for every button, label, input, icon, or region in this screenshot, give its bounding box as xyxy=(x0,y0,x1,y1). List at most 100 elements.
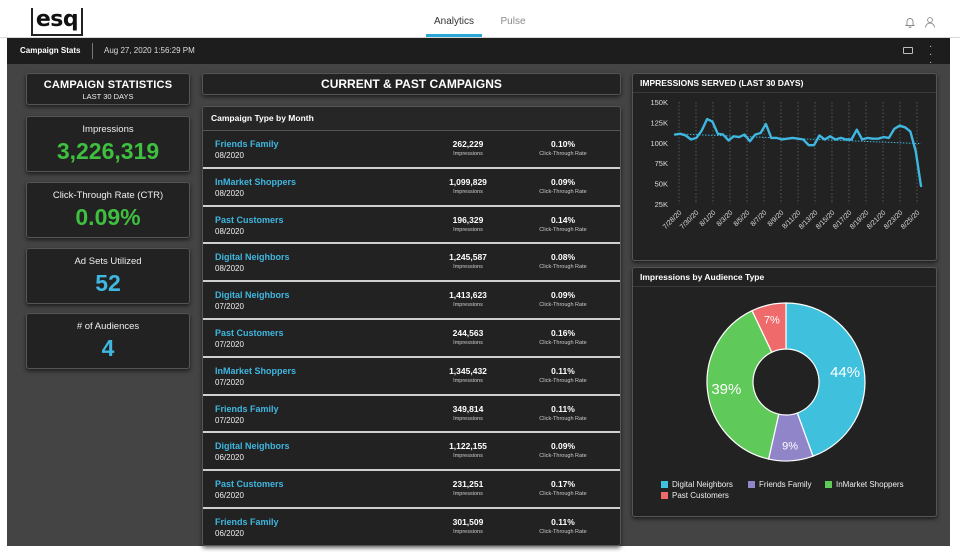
ctr-value: 0.09% xyxy=(550,290,576,301)
ctr-value: 0.17% xyxy=(550,479,576,490)
campaign-month: 08/2020 xyxy=(215,151,244,160)
campaign-month: 07/2020 xyxy=(215,415,244,425)
kpi-audiences: # of Audiences 4 xyxy=(26,313,190,369)
campaign-table[interactable]: Campaign Type by Month Friends Family 08/… xyxy=(202,106,621,546)
legend-item-past-customers[interactable]: Past Customers xyxy=(661,491,729,500)
table-row[interactable]: Friends Family 06/2020 301,509 Impressions 0… xyxy=(203,509,620,545)
y-tick-label: 100K xyxy=(650,139,668,148)
campaign-month: 06/2020 xyxy=(215,491,244,501)
ctr-label: Click-Through Rate xyxy=(539,264,587,271)
chart-title-bar xyxy=(633,268,936,287)
ctr-label: Click-Through Rate xyxy=(539,151,587,157)
slice-label: 7% xyxy=(764,314,780,326)
campaign-month: 08/2020 xyxy=(215,264,244,274)
table-row[interactable]: Digital Neighbors 06/2020 1,122,155 Impress… xyxy=(203,433,620,472)
legend-item-inmarket-shoppers[interactable]: InMarket Shoppers xyxy=(825,480,904,489)
campaign-month: 08/2020 xyxy=(215,226,244,236)
campaign-name[interactable]: Digital Neighbors xyxy=(215,441,290,452)
legend-item-friends-family[interactable]: Friends Family xyxy=(748,480,811,489)
y-tick-label: 150K xyxy=(650,98,668,107)
legend-item-digital-neighbors[interactable]: Digital Neighbors xyxy=(661,480,733,489)
chart-title-bar xyxy=(633,74,936,93)
donut-slice xyxy=(785,302,866,458)
pie-chart-title: Impressions by Audience Type xyxy=(640,272,765,282)
table-row[interactable]: Digital Neighbors 08/2020 1,245,587 Impress… xyxy=(203,244,620,283)
ctr-label: Click-Through Rate xyxy=(539,491,587,498)
ctr-label: Click-Through Rate xyxy=(539,377,587,384)
y-tick-label: 50K xyxy=(655,180,668,189)
impressions-label: Impressions xyxy=(453,491,483,498)
kpi-label: Impressions xyxy=(82,124,134,135)
ctr-label: Click-Through Rate xyxy=(539,302,587,309)
donut-slice xyxy=(751,302,787,354)
campaign-month: 07/2020 xyxy=(215,339,244,349)
slice-label: 39% xyxy=(711,381,741,398)
legend-swatch xyxy=(748,481,755,488)
campaign-name[interactable]: Digital Neighbors xyxy=(215,252,290,263)
legend-label: Friends Family xyxy=(759,480,812,489)
campaign-name[interactable]: Friends Family xyxy=(215,403,279,414)
campaign-name[interactable]: Digital Neighbors xyxy=(215,290,290,301)
campaign-name[interactable]: Past Customers xyxy=(215,214,284,225)
legend-label: InMarket Shoppers xyxy=(836,480,904,489)
impressions-value: 1,345,432 xyxy=(449,365,487,376)
table-row[interactable]: InMarket Shoppers 08/2020 1,099,829 Impress… xyxy=(203,169,620,207)
stats-subtitle: LAST 30 DAYS xyxy=(82,92,134,101)
table-row[interactable]: Friends Family 07/2020 349,814 Impressions 0… xyxy=(203,396,620,434)
impressions-label: Impressions xyxy=(453,453,483,460)
campaign-name[interactable]: Past Customers xyxy=(215,327,284,338)
bell-icon[interactable] xyxy=(904,16,916,28)
impressions-label: Impressions xyxy=(453,302,483,309)
impressions-value: 301,509 xyxy=(452,516,484,527)
impressions-label: Impressions xyxy=(453,528,483,535)
x-tick-label: 8/5/20 xyxy=(733,209,752,228)
table-row[interactable]: Friends Family 08/2020 262,229 Impressions 0… xyxy=(203,131,620,169)
keyboard-icon[interactable] xyxy=(903,47,913,54)
donut-slice xyxy=(706,309,780,460)
ctr-value: 0.10% xyxy=(550,139,576,149)
campaign-name[interactable]: InMarket Shoppers xyxy=(215,176,297,187)
impressions-label: Impressions xyxy=(453,151,483,157)
campaign-name[interactable]: Friends Family xyxy=(215,139,279,149)
kpi-value: 3,226,319 xyxy=(56,138,160,164)
campaign-name[interactable]: Past Customers xyxy=(215,479,284,490)
campaign-month: 07/2020 xyxy=(215,377,244,387)
x-tick-label: 7/30/20 xyxy=(679,209,701,231)
impressions-value: 1,122,155 xyxy=(449,441,487,452)
x-tick-label: 8/1/20 xyxy=(699,209,718,228)
impressions-label: Impressions xyxy=(453,339,483,346)
user-icon[interactable] xyxy=(924,16,936,28)
tab-pulse[interactable]: Pulse xyxy=(500,16,526,27)
impressions-value: 231,251 xyxy=(452,479,484,490)
table-row[interactable]: Digital Neighbors 07/2020 1,413,623 Impress… xyxy=(203,282,620,320)
impressions-value: 349,814 xyxy=(452,403,484,414)
line-chart-title: IMPRESSIONS SERVED (LAST 30 DAYS) xyxy=(640,78,804,88)
table-row[interactable]: InMarket Shoppers 07/2020 1,345,432 Impress… xyxy=(203,358,620,396)
ctr-label: Click-Through Rate xyxy=(539,226,587,233)
impressions-line-chart: IMPRESSIONS SERVED (LAST 30 DAYS) 150K 12… xyxy=(632,73,937,261)
impressions-series-line xyxy=(673,117,923,188)
kpi-ctr: Click-Through Rate (CTR) 0.09% xyxy=(26,182,190,238)
impressions-value: 262,229 xyxy=(452,139,484,149)
impressions-label: Impressions xyxy=(453,377,483,384)
table-row[interactable]: Past Customers 07/2020 244,563 Impressions 0… xyxy=(203,320,620,358)
kpi-value: 0.09% xyxy=(75,204,141,230)
esq-logo[interactable]: esq xyxy=(31,8,83,36)
campaign-name[interactable]: InMarket Shoppers xyxy=(215,365,297,376)
campaign-table-title: Campaign Type by Month xyxy=(203,107,620,131)
more-vertical-icon[interactable]: · · · xyxy=(929,41,933,68)
legend-swatch xyxy=(825,481,832,488)
divider xyxy=(92,43,93,59)
legend-label: Past Customers xyxy=(672,491,729,500)
page-title: Campaign Stats xyxy=(20,46,81,55)
y-tick-label: 75K xyxy=(655,159,668,168)
impressions-label: Impressions xyxy=(453,188,483,195)
kpi-value: 52 xyxy=(95,270,121,296)
campaign-month: 06/2020 xyxy=(215,528,244,538)
kpi-label: # of Audiences xyxy=(76,321,140,332)
table-row[interactable]: Past Customers 06/2020 231,251 Impressions 0… xyxy=(203,471,620,509)
campaign-name[interactable]: Friends Family xyxy=(215,516,279,527)
tab-analytics[interactable]: Analytics xyxy=(433,16,474,27)
impressions-label: Impressions xyxy=(453,264,483,271)
table-row[interactable]: Past Customers 08/2020 196,329 Impressions 0… xyxy=(203,207,620,245)
